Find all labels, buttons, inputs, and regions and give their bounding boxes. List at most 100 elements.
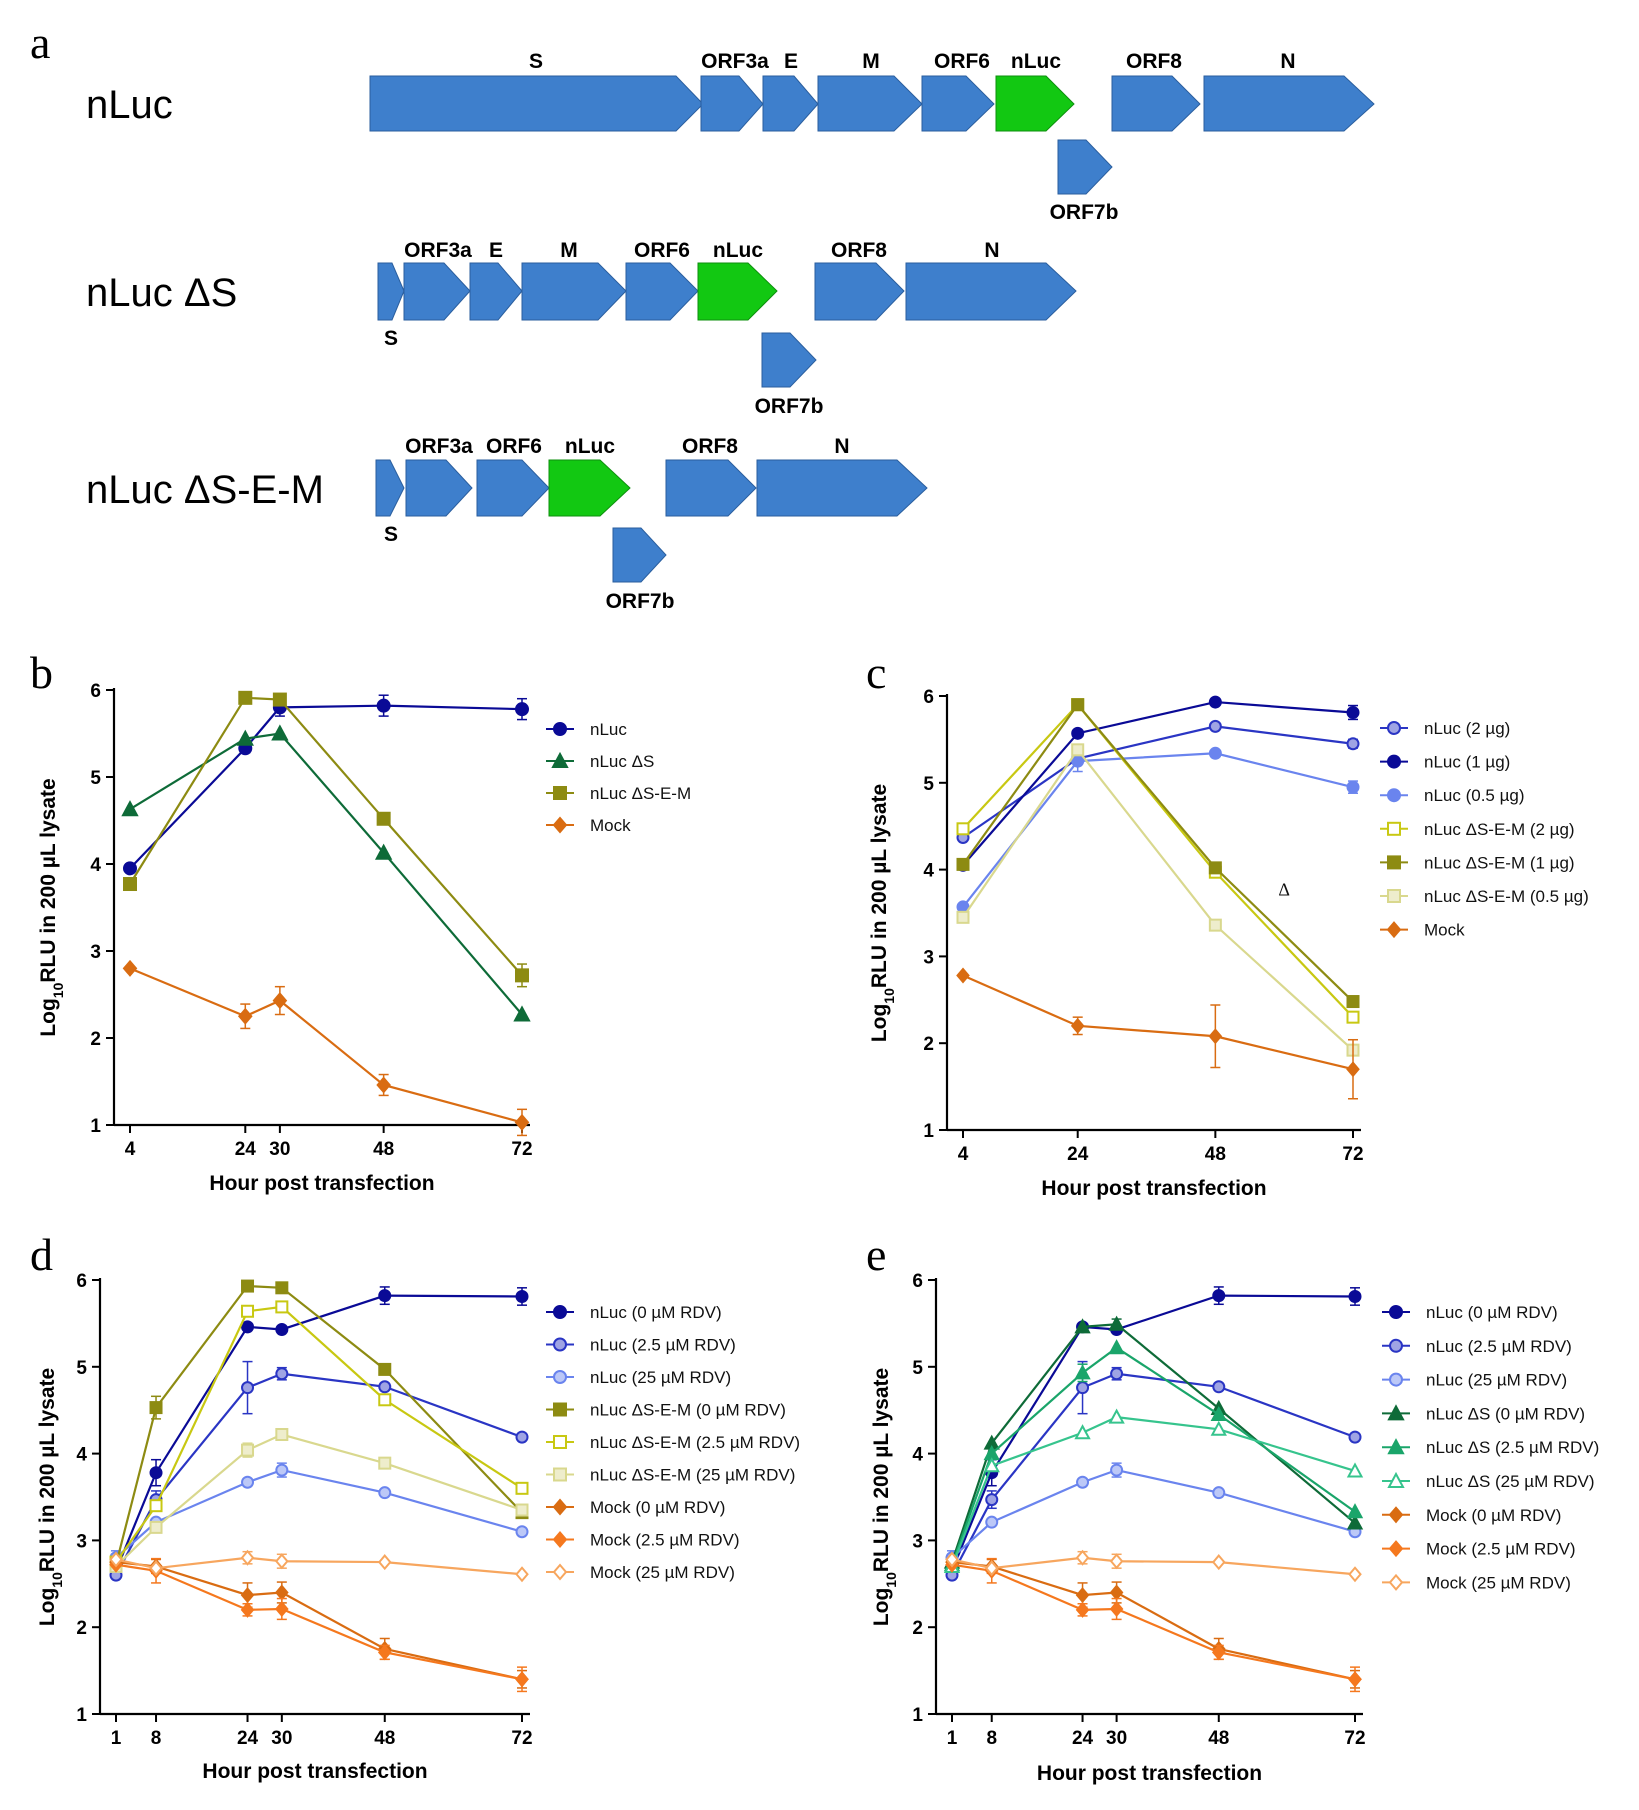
data-point [515, 1566, 529, 1583]
construct-nluc-genes: S ORF3a E M ORF6 nLuc ORF7b ORF8 N [369, 50, 1375, 224]
construct-nluc-dsem-genes: S ORF3a ORF6 nLuc ORF7b ORF8 N [375, 435, 928, 613]
data-point [109, 1551, 123, 1568]
data-point [240, 1601, 255, 1618]
legend-item: Mock [1380, 921, 1465, 940]
series-nluc-s-e-m-0-m-rdv- [109, 1279, 529, 1572]
data-point [1386, 921, 1402, 939]
data-point [240, 1549, 255, 1566]
reporter-arrow-nluc [548, 459, 631, 517]
series-mock [956, 967, 1360, 1100]
y-tick-label: 6 [76, 1271, 87, 1292]
data-point [1346, 705, 1360, 719]
legend-label: nLuc (1 µg) [1424, 753, 1510, 772]
legend-item: Mock (25 µM RDV) [546, 1563, 735, 1582]
data-point [552, 816, 568, 834]
data-point [275, 1428, 289, 1442]
data-point [515, 968, 529, 983]
data-point [1212, 1289, 1226, 1303]
data-point [1346, 1514, 1364, 1530]
legend-item: Mock (0 µM RDV) [546, 1498, 725, 1517]
y-tick-label: 5 [923, 774, 934, 795]
data-point [1208, 861, 1222, 875]
data-point [1108, 1408, 1125, 1424]
data-point [552, 1530, 568, 1549]
gene-label-orf6: ORF6 [934, 50, 990, 73]
legend-item: nLuc ΔS [546, 751, 654, 771]
gene-arrow [921, 75, 995, 132]
data-point [376, 1076, 391, 1094]
gene-label-s: S [529, 50, 543, 73]
legend-label: nLuc ΔS (2.5 µM RDV) [1426, 1438, 1599, 1457]
data-point [552, 1563, 568, 1581]
legend-label: Mock (0 µM RDV) [1426, 1506, 1561, 1525]
data-point [275, 1300, 289, 1314]
legend-label: nLuc (0.5 µg) [1424, 786, 1525, 805]
data-point [1076, 1381, 1090, 1395]
data-point [515, 1525, 529, 1539]
y-tick-label: 4 [923, 861, 934, 882]
data-point [374, 843, 393, 860]
data-point [1210, 1420, 1227, 1436]
series-line [951, 1563, 1356, 1681]
data-point [1208, 1028, 1223, 1045]
panel-label-b: b [30, 647, 53, 698]
data-point [275, 1584, 289, 1601]
data-point [1346, 995, 1360, 1009]
x-tick-label: 72 [1342, 1144, 1363, 1165]
series-line [950, 1416, 1356, 1567]
legend-label: nLuc ΔS-E-M (1 µg) [1424, 853, 1575, 872]
x-tick-label: 1 [947, 1728, 958, 1749]
legend-label: nLuc (2.5 µM RDV) [1426, 1337, 1572, 1356]
gene-label-m: M [862, 50, 880, 73]
x-tick-label: 30 [271, 1728, 292, 1749]
x-tick-label: 48 [373, 1139, 394, 1160]
data-point [515, 702, 529, 717]
x-axis-title: Hour post transfection [1041, 1177, 1266, 1200]
x-axis-title: Hour post transfection [202, 1760, 427, 1783]
data-point [1212, 1380, 1226, 1394]
legend-label: nLuc [590, 720, 627, 739]
legend-item: nLuc ΔS (25 µM RDV) [1382, 1471, 1595, 1491]
data-point [271, 724, 289, 741]
data-point [945, 1551, 959, 1568]
y-tick-label: 4 [90, 855, 101, 876]
gene-arrow [665, 459, 757, 517]
legend-label: nLuc ΔS (25 µM RDV) [1426, 1472, 1595, 1491]
data-point [121, 800, 139, 817]
data-point [1346, 780, 1360, 794]
data-point [1387, 1471, 1405, 1488]
data-point [376, 698, 391, 713]
x-tick-label: 8 [151, 1728, 162, 1749]
legend-label: nLuc ΔS-E-M (0.5 µg) [1424, 887, 1589, 906]
x-tick-label: 1 [111, 1728, 122, 1749]
gene-arrow [625, 262, 699, 321]
data-point [553, 1305, 567, 1319]
y-tick-label: 1 [912, 1705, 923, 1726]
data-point [552, 1498, 568, 1516]
series-line [962, 702, 1354, 1003]
construct-label-nluc: nLuc [86, 83, 173, 127]
series-mock-2-5-m-rdv- [109, 1556, 529, 1693]
gene-label-m: M [560, 239, 578, 262]
x-tick-label: 48 [1208, 1728, 1229, 1749]
legend-item: nLuc (2.5 µM RDV) [1382, 1337, 1572, 1356]
series-nluc-s [121, 724, 531, 1022]
data-point [1348, 1430, 1362, 1444]
reporter-arrow-nluc [697, 262, 778, 321]
data-point [1109, 1553, 1124, 1570]
chart-panel-b: b 1 2 3 4 5 6 4 24 30 48 72 Hour post transfection Lo… [30, 647, 691, 1195]
x-tick-label: 30 [269, 1139, 290, 1160]
series-line [115, 1563, 523, 1681]
series-nluc-s-0-m-rdv- [943, 1315, 1364, 1569]
legend-label: Mock (2.5 µM RDV) [1426, 1540, 1576, 1559]
series-nluc [123, 694, 529, 876]
data-point [1075, 1549, 1090, 1566]
gene-label-nluc: nLuc [1011, 50, 1061, 73]
data-point [149, 1560, 163, 1577]
legend-label: nLuc ΔS [590, 752, 654, 771]
data-point [514, 1113, 530, 1131]
gene-arrow [405, 459, 473, 517]
y-tick-label: 5 [912, 1358, 923, 1379]
x-tick-label: 48 [374, 1728, 395, 1749]
